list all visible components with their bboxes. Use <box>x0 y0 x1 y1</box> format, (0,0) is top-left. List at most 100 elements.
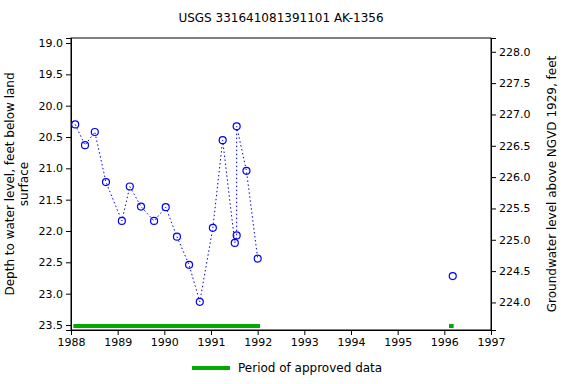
tick-label: 1989 <box>104 336 132 349</box>
tick-label: 1996 <box>431 336 459 349</box>
data-point <box>233 232 240 239</box>
y-axis-title-line: surface <box>17 162 31 206</box>
tick-mark <box>491 208 496 209</box>
tick-mark <box>66 231 71 232</box>
tick-mark <box>66 200 71 201</box>
x-axis: 1988 1989 1990 1991 1992 1993 1994 1995 1996 1997 <box>58 330 506 349</box>
data-point <box>196 298 203 305</box>
tick-label: 1995 <box>384 336 412 349</box>
legend-swatch <box>192 366 230 370</box>
plot-area <box>72 121 457 328</box>
data-point <box>82 142 89 149</box>
tick: 227.5 <box>491 77 531 90</box>
tick-mark <box>304 330 305 335</box>
tick-mark <box>66 168 71 169</box>
tick: 228.0 <box>491 46 531 59</box>
tick: 1994 <box>338 330 366 349</box>
tick-mark <box>66 325 71 326</box>
data-point <box>254 255 261 262</box>
tick-label: 224.5 <box>499 265 531 278</box>
plot-frame <box>71 38 491 330</box>
approved-period <box>449 324 454 328</box>
tick: 22.0 <box>39 225 72 238</box>
tick-mark <box>491 83 496 84</box>
tick-mark <box>118 330 119 335</box>
data-line <box>75 124 257 301</box>
tick: 1991 <box>198 330 226 349</box>
tick-mark <box>66 294 71 295</box>
tick-label: 225.0 <box>499 234 531 247</box>
tick-label: 1990 <box>151 336 179 349</box>
tick-label: 226.5 <box>499 140 531 153</box>
title: USGS 331641081391101 AK-1356 <box>178 11 383 25</box>
tick-mark <box>491 146 496 147</box>
tick-mark <box>351 330 352 335</box>
chart: 1988 1989 1990 1991 1992 1993 1994 1995 1996 1997… <box>0 0 576 384</box>
tick-mark <box>164 330 165 335</box>
tick: 19.0 <box>39 37 72 50</box>
tick-label: 227.5 <box>499 77 531 90</box>
tick: 22.5 <box>39 256 72 269</box>
tick: 226.0 <box>491 171 531 184</box>
legend-label: Period of approved data <box>238 361 382 375</box>
tick-label: 20.0 <box>39 100 64 113</box>
tick-mark <box>398 330 399 335</box>
tick: 1997 <box>478 330 506 349</box>
tick-mark <box>444 330 445 335</box>
tick: 23.0 <box>39 288 72 301</box>
y-axis-title-line: Depth to water level, feet below land <box>3 72 17 295</box>
tick-mark <box>491 114 496 115</box>
tick-mark <box>491 52 496 53</box>
tick-mark <box>491 302 496 303</box>
tick: 19.5 <box>39 68 72 81</box>
tick-mark <box>66 106 71 107</box>
y-axis: 19.0 19.5 20.0 20.5 21.0 21.5 22.0 22.5 23.0 23.5 <box>39 37 72 332</box>
tick-mark <box>66 43 71 44</box>
data-point <box>243 167 250 174</box>
data-point <box>138 203 145 210</box>
tick-label: 21.5 <box>39 194 64 207</box>
data-point <box>219 137 226 144</box>
tick-label: 19.5 <box>39 68 64 81</box>
tick-mark <box>66 137 71 138</box>
data-point <box>209 224 216 231</box>
tick: 226.5 <box>491 140 531 153</box>
tick: 1988 <box>58 330 86 349</box>
tick: 1995 <box>384 330 412 349</box>
tick: 20.5 <box>39 131 72 144</box>
tick-label: 226.0 <box>499 171 531 184</box>
tick-label: 1992 <box>244 336 272 349</box>
data-point <box>186 261 193 268</box>
data-point <box>118 217 125 224</box>
tick-label: 23.5 <box>39 319 64 332</box>
approved-period <box>73 324 260 328</box>
tick-mark <box>66 262 71 263</box>
data-point <box>126 183 133 190</box>
tick-label: 22.5 <box>39 256 64 269</box>
data-point <box>233 123 240 130</box>
tick-label: 1997 <box>478 336 506 349</box>
tick: 225.0 <box>491 234 531 247</box>
tick-label: 227.0 <box>499 108 531 121</box>
y2-axis-title: Groundwater level above NGVD 1929, feet <box>545 55 559 312</box>
tick-mark <box>211 330 212 335</box>
tick: 20.0 <box>39 100 72 113</box>
tick-label: 19.0 <box>39 37 64 50</box>
tick: 1992 <box>244 330 272 349</box>
tick: 225.5 <box>491 202 531 215</box>
data-point <box>162 204 169 211</box>
data-point <box>91 128 98 135</box>
tick-label: 21.0 <box>39 162 64 175</box>
data-point <box>173 233 180 240</box>
tick: 224.5 <box>491 265 531 278</box>
y2-axis: 224.0224.5225.0225.5226.0226.5227.0227.5… <box>491 39 531 331</box>
tick: 1993 <box>291 330 319 349</box>
tick-mark <box>491 271 496 272</box>
tick: 21.5 <box>39 194 72 207</box>
tick-mark <box>258 330 259 335</box>
tick: 1990 <box>151 330 179 349</box>
tick-label: 1988 <box>58 336 86 349</box>
tick-label: 23.0 <box>39 288 64 301</box>
axis-line <box>66 39 72 331</box>
tick-label: 228.0 <box>499 46 531 59</box>
